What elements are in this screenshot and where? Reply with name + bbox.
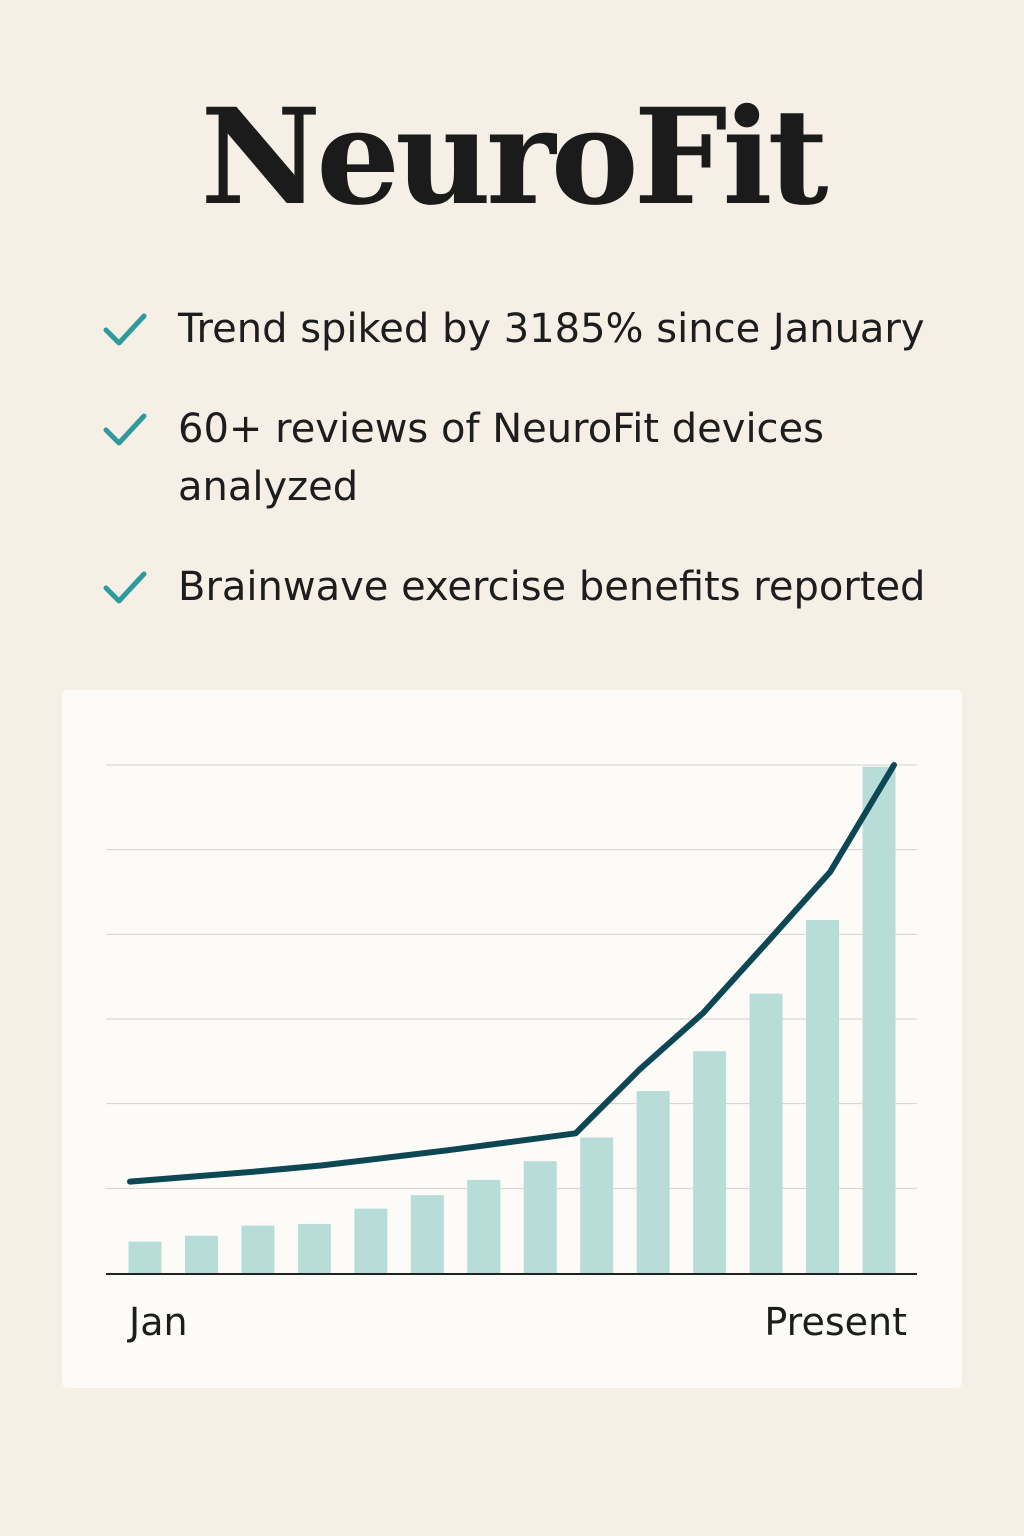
- check-icon: [103, 313, 147, 346]
- bar: [184, 1235, 218, 1273]
- page-title: NeuroFit: [200, 80, 828, 235]
- bar: [523, 1161, 557, 1273]
- feature-text: Trend spiked by 3185% since January: [178, 306, 925, 352]
- trend-line: [127, 762, 897, 1185]
- bar: [241, 1225, 275, 1273]
- bar: [467, 1179, 501, 1273]
- bar: [354, 1208, 388, 1273]
- chart-card: Jan Present: [62, 690, 962, 1388]
- check-icon: [103, 571, 147, 604]
- bar: [410, 1195, 444, 1273]
- feature-text: Brainwave exercise benefits reported: [178, 564, 926, 610]
- bar: [749, 993, 783, 1273]
- bar: [862, 766, 896, 1273]
- bar-layer: [128, 766, 896, 1273]
- trend-chart: Jan Present: [106, 762, 917, 1344]
- bar: [636, 1090, 670, 1273]
- bar: [297, 1223, 331, 1273]
- feature-item: Trend spiked by 3185% since January: [100, 300, 980, 358]
- feature-item: Brainwave exercise benefits reported: [100, 558, 980, 616]
- feature-text: 60+ reviews of NeuroFit devices analyzed: [178, 406, 824, 510]
- bar: [128, 1241, 162, 1273]
- feature-item: 60+ reviews of NeuroFit devices analyzed: [100, 400, 980, 516]
- feature-list: Trend spiked by 3185% since January 60+ …: [100, 300, 980, 616]
- line-layer: [127, 762, 897, 1185]
- check-icon: [103, 413, 147, 446]
- grid-layer: [106, 764, 917, 1189]
- bar: [580, 1137, 614, 1273]
- x-tick-label-end: Present: [764, 1300, 907, 1344]
- bar: [806, 919, 840, 1273]
- bar: [693, 1051, 727, 1273]
- x-tick-label-start: Jan: [127, 1300, 188, 1344]
